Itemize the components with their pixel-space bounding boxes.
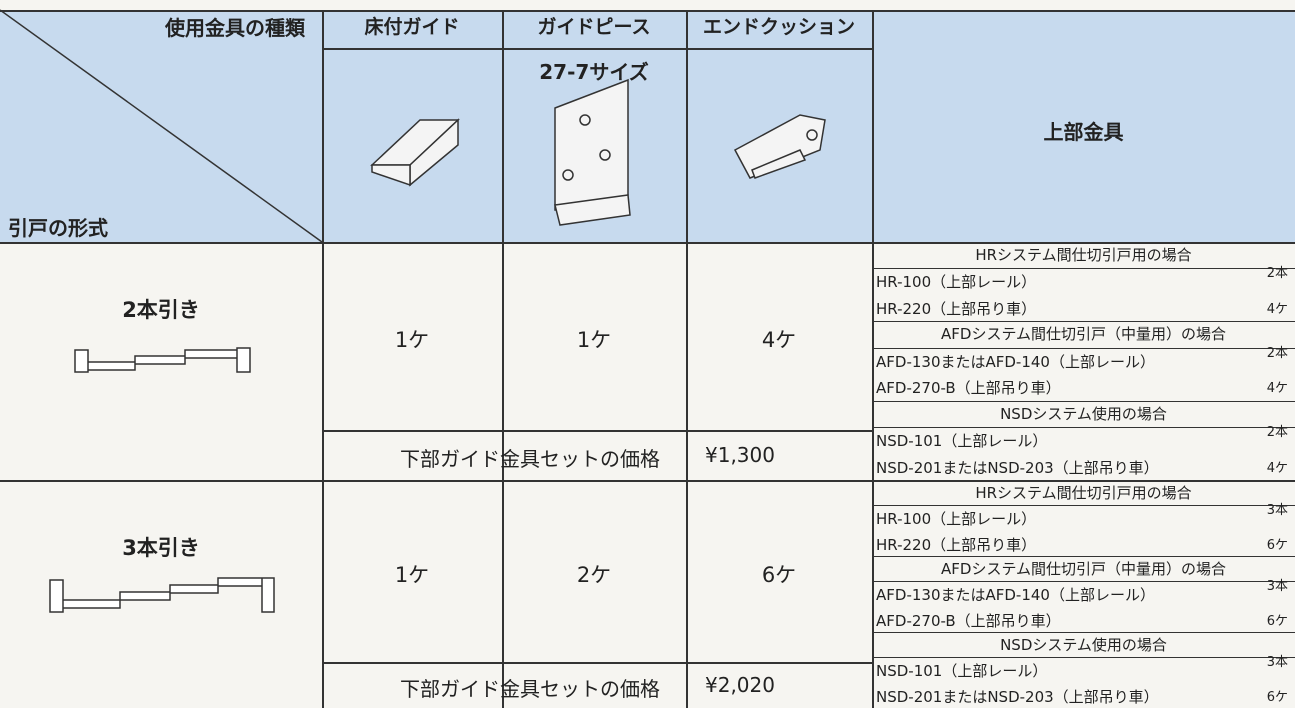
item-qty: 6ケ — [1266, 689, 1288, 705]
item-name: HR-220（上部吊り車） — [876, 535, 1037, 554]
quantity: 2ケ — [576, 563, 612, 587]
quantity: 1ケ — [394, 563, 430, 587]
rule — [686, 10, 688, 708]
section-title: NSDシステム使用の場合 — [1000, 404, 1167, 423]
item-name: HR-100（上部レール） — [876, 273, 1037, 292]
rule — [322, 662, 872, 664]
rule — [872, 400, 1295, 402]
item-qty: 3本 — [1266, 503, 1288, 519]
corner-bottom: 引戸の形式 — [8, 216, 108, 240]
rule — [322, 48, 872, 50]
item-qty: 2本 — [1266, 345, 1288, 361]
item-qty: 3本 — [1266, 655, 1288, 671]
rule — [0, 242, 1295, 244]
upper-header: 上部金具 — [1043, 120, 1124, 144]
item-name: AFD-270-B（上部吊り車） — [876, 379, 1061, 398]
item-qty: 6ケ — [1266, 537, 1288, 553]
price: ¥1,300 — [705, 443, 775, 467]
rule — [872, 505, 1295, 507]
column-header: エンドクッション — [702, 16, 855, 38]
price-label: 下部ガイド金具セットの価格 — [400, 677, 660, 701]
rule — [872, 657, 1295, 659]
item-qty: 6ケ — [1266, 613, 1288, 629]
item-qty: 4ケ — [1266, 381, 1288, 397]
item-qty: 3本 — [1266, 579, 1288, 595]
rule — [872, 347, 1295, 349]
rule — [872, 427, 1295, 429]
row-label: 3本引き — [122, 536, 200, 560]
item-name: AFD-130またはAFD-140（上部レール） — [876, 586, 1155, 605]
column-header: ガイドピース — [537, 16, 651, 38]
rule — [872, 581, 1295, 583]
item-name: AFD-130またはAFD-140（上部レール） — [876, 352, 1155, 371]
item-qty: 4ケ — [1266, 460, 1288, 476]
section-title: HRシステム間仕切引戸用の場合 — [975, 246, 1192, 264]
rule — [872, 632, 1295, 633]
rule — [0, 480, 1295, 482]
column-header: 床付ガイド — [364, 16, 460, 38]
rule — [0, 10, 1295, 12]
section-title: NSDシステム使用の場合 — [1000, 636, 1167, 654]
rule — [872, 10, 874, 708]
item-qty: 4ケ — [1266, 301, 1288, 317]
item-name: HR-100（上部レール） — [876, 510, 1037, 529]
item-name: NSD-201またはNSD-203（上部吊り車） — [876, 458, 1159, 477]
quantity: 4ケ — [761, 328, 797, 352]
rule — [322, 10, 324, 708]
section-title: HRシステム間仕切引戸用の場合 — [975, 484, 1192, 502]
price: ¥2,020 — [705, 673, 775, 697]
item-name: NSD-101（上部レール） — [876, 662, 1048, 681]
size-label: 27-7サイズ — [539, 60, 649, 84]
row-label: 2本引き — [122, 298, 200, 322]
rule — [872, 556, 1295, 557]
quantity: 6ケ — [761, 563, 797, 587]
quantity: 1ケ — [394, 328, 430, 352]
item-name: HR-220（上部吊り車） — [876, 299, 1037, 318]
corner-top: 使用金具の種類 — [165, 16, 305, 40]
rule — [322, 430, 872, 432]
price-label: 下部ガイド金具セットの価格 — [400, 447, 660, 471]
section-title: AFDシステム間仕切引戸（中量用）の場合 — [941, 325, 1226, 344]
item-qty: 2本 — [1266, 266, 1288, 282]
section-title: AFDシステム間仕切引戸（中量用）の場合 — [941, 560, 1226, 578]
rule — [872, 268, 1295, 270]
item-qty: 2本 — [1266, 425, 1288, 441]
item-name: AFD-270-B（上部吊り車） — [876, 611, 1061, 630]
rule — [872, 321, 1295, 323]
item-name: NSD-201またはNSD-203（上部吊り車） — [876, 687, 1159, 706]
item-name: NSD-101（上部レール） — [876, 432, 1048, 451]
quantity: 1ケ — [576, 328, 612, 352]
rule — [502, 10, 504, 708]
